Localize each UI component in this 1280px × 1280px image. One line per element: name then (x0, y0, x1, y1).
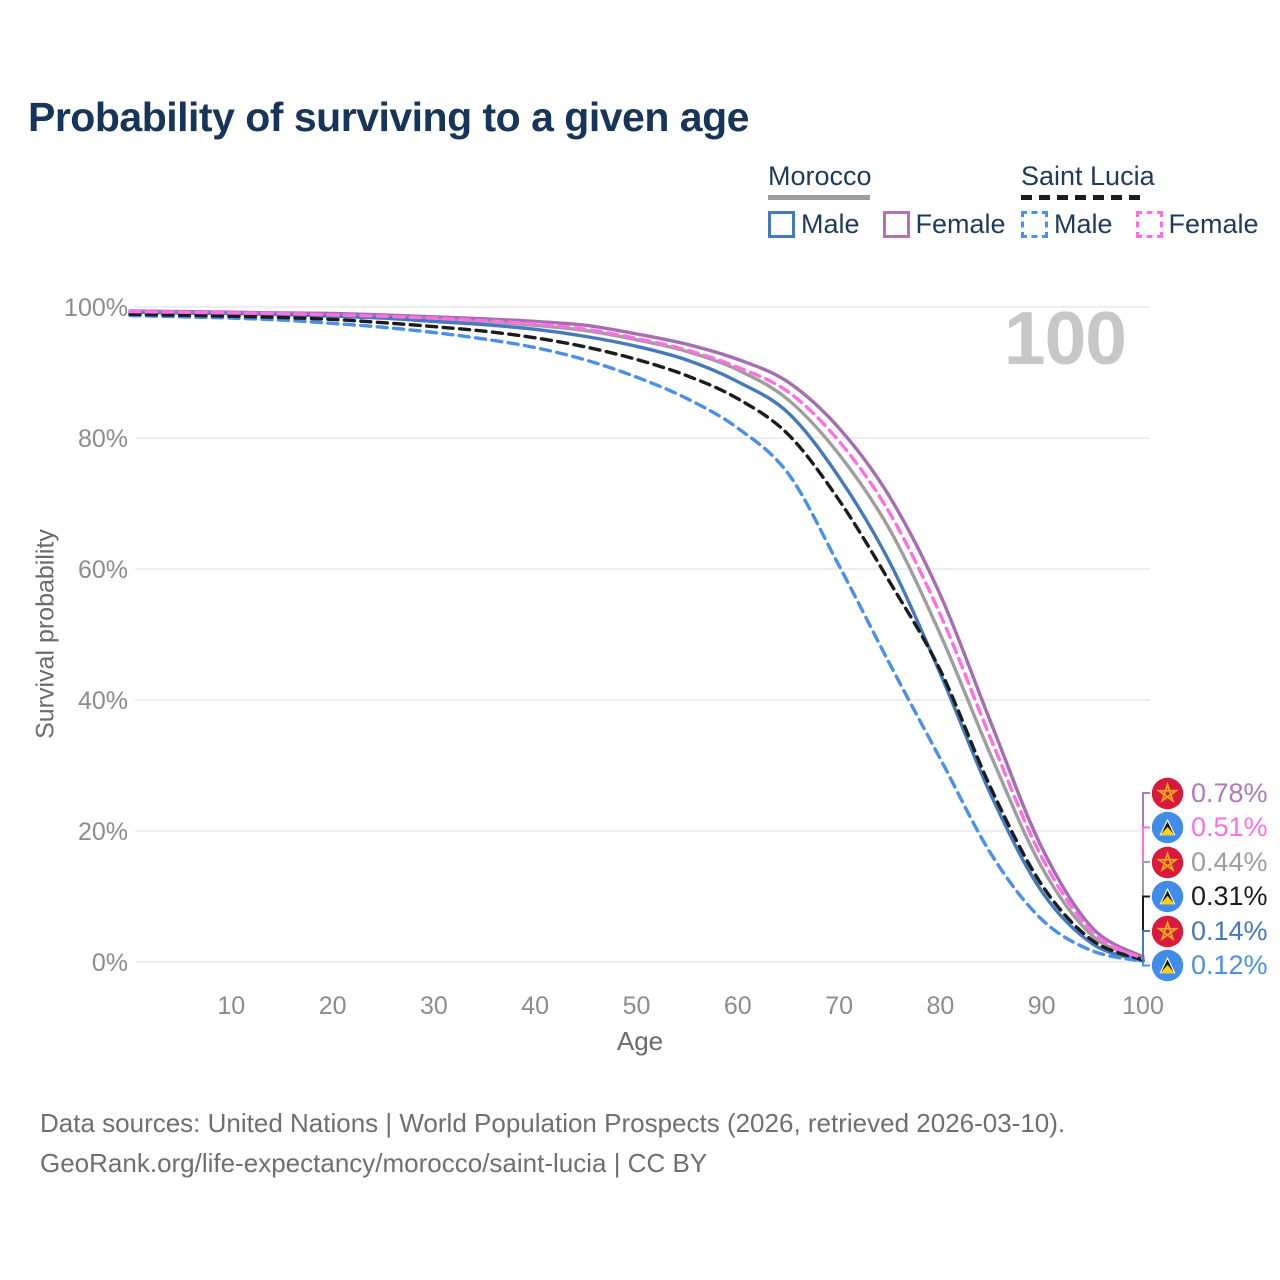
end-label-connector-saint-lucia-female (1142, 826, 1150, 959)
legend-item-saint-lucia-female[interactable]: Female (1135, 208, 1259, 240)
end-label-saint-lucia-female[interactable]: 0.51% (1151, 811, 1268, 845)
curve-morocco-female[interactable] (128, 309, 1145, 959)
end-label-connector-morocco-female (1142, 792, 1150, 957)
curve-saint-lucia-female[interactable] (128, 309, 1145, 961)
legend-label-morocco-male: Male (801, 208, 860, 239)
legend-item-saint-lucia-male[interactable]: Male (1021, 209, 1113, 240)
x-tick-label: 70 (825, 992, 853, 1020)
saint-lucia-flag-icon (1151, 880, 1184, 913)
legend-label-saint-lucia-female: Female (1168, 208, 1259, 239)
saint-lucia-flag-icon (1151, 949, 1184, 982)
y-tick-label: 40% (78, 687, 128, 715)
x-tick-label: 80 (926, 992, 954, 1020)
end-label-connector-saint-lucia-both-sexes (1142, 895, 1150, 960)
x-tick-label: 10 (217, 992, 245, 1020)
footer-sources: Data sources: United Nations | World Pop… (40, 1108, 1066, 1138)
legend-label-saint-lucia-male: Male (1054, 208, 1113, 239)
curve-saint-lucia-male[interactable] (128, 313, 1145, 963)
legend-item-morocco-male[interactable]: Male (768, 209, 860, 240)
morocco-flag-icon (1151, 915, 1184, 947)
y-tick-label: 100% (64, 294, 128, 322)
end-label-morocco-male[interactable]: 0.14% (1151, 914, 1268, 948)
legend: Morocco Male Female Saint Lucia Male (0, 161, 1280, 242)
end-label-morocco-both-sexes[interactable]: 0.44% (1151, 845, 1268, 879)
saint-lucia-flag-icon (1151, 811, 1184, 844)
x-tick-label: 50 (623, 992, 651, 1020)
end-label-value: 0.78% (1191, 777, 1268, 808)
x-tick-label: 20 (319, 992, 347, 1020)
end-label-value: 0.12% (1191, 950, 1268, 980)
legend-linestyle-morocco (768, 194, 870, 200)
legend-group-title-morocco[interactable]: Morocco (768, 161, 872, 191)
legend-group-morocco: Morocco Male Female (768, 161, 1006, 240)
end-label-connector-morocco-both-sexes (1142, 861, 1150, 960)
chart-title: Probability of surviving to a given age (28, 94, 749, 140)
curve-morocco-male[interactable] (128, 310, 1145, 963)
end-label-value: 0.51% (1191, 812, 1268, 842)
x-tick-label: 40 (521, 992, 549, 1020)
curve-morocco-both-sexes[interactable] (128, 309, 1145, 961)
y-tick-label: 80% (78, 425, 128, 453)
x-tick-label: 90 (1028, 992, 1056, 1020)
legend-swatch-saint-lucia-female (1135, 210, 1163, 238)
end-label-saint-lucia-male[interactable]: 0.12% (1151, 949, 1268, 983)
end-label-value: 0.44% (1191, 846, 1268, 877)
x-axis-title: Age (0, 1026, 1280, 1057)
y-tick-label: 0% (92, 949, 128, 977)
curve-saint-lucia-both-sexes[interactable] (128, 312, 1145, 962)
end-label-connector-saint-lucia-male (1142, 961, 1150, 967)
x-axis-title-text: Age (616, 1026, 664, 1056)
end-label-value: 0.14% (1191, 915, 1268, 946)
y-tick-label: 60% (78, 556, 128, 584)
legend-item-morocco-female[interactable]: Female (882, 208, 1006, 240)
legend-swatch-morocco-female (882, 210, 910, 238)
end-label-connector-morocco-male (1142, 930, 1150, 962)
legend-group-title-saint-lucia[interactable]: Saint Lucia (1021, 161, 1155, 191)
morocco-flag-icon (1151, 846, 1184, 878)
legend-swatch-morocco-male (768, 210, 795, 238)
end-label-value: 0.31% (1191, 881, 1268, 911)
legend-swatch-saint-lucia-male (1021, 210, 1048, 238)
y-axis-title: Survival probability (31, 529, 60, 739)
footer-attribution: GeoRank.org/life-expectancy/morocco/sain… (40, 1148, 708, 1178)
morocco-flag-icon (1151, 777, 1184, 809)
age-indicator: 100 (1003, 296, 1127, 380)
y-tick-label: 20% (78, 818, 128, 846)
legend-linestyle-saint-lucia (1021, 194, 1146, 200)
legend-group-saint-lucia: Saint Lucia Male Female (1021, 161, 1259, 240)
x-tick-label: 30 (420, 992, 448, 1020)
x-tick-label: 60 (724, 992, 752, 1020)
legend-label-morocco-female: Female (915, 208, 1006, 239)
end-label-morocco-female[interactable]: 0.78% (1151, 776, 1268, 810)
end-label-saint-lucia-both-sexes[interactable]: 0.31% (1151, 880, 1268, 914)
x-tick-label: 100 (1122, 992, 1164, 1020)
